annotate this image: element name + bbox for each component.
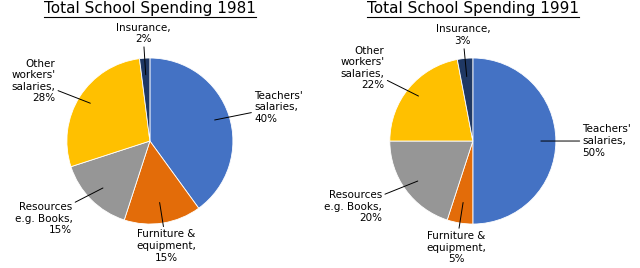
- Wedge shape: [150, 58, 233, 208]
- Wedge shape: [124, 141, 198, 224]
- Text: Resources
e.g. Books,
20%: Resources e.g. Books, 20%: [324, 181, 418, 224]
- Text: Insurance,
2%: Insurance, 2%: [116, 23, 170, 75]
- Wedge shape: [390, 141, 473, 220]
- Text: Insurance,
3%: Insurance, 3%: [436, 24, 490, 77]
- Text: Other
workers'
salaries,
28%: Other workers' salaries, 28%: [11, 59, 90, 103]
- Text: Furniture &
equipment,
15%: Furniture & equipment, 15%: [136, 203, 196, 263]
- Wedge shape: [458, 58, 473, 141]
- Title: Total School Spending 1981: Total School Spending 1981: [44, 1, 256, 16]
- Wedge shape: [71, 141, 150, 220]
- Text: Teachers'
salaries,
40%: Teachers' salaries, 40%: [214, 91, 303, 124]
- Wedge shape: [473, 58, 556, 224]
- Text: Other
workers'
salaries,
22%: Other workers' salaries, 22%: [340, 46, 419, 96]
- Wedge shape: [67, 59, 150, 167]
- Wedge shape: [390, 59, 473, 141]
- Text: Teachers'
salaries,
50%: Teachers' salaries, 50%: [541, 124, 631, 158]
- Text: Furniture &
equipment,
5%: Furniture & equipment, 5%: [426, 203, 486, 264]
- Wedge shape: [140, 58, 150, 141]
- Title: Total School Spending 1991: Total School Spending 1991: [367, 1, 579, 16]
- Wedge shape: [447, 141, 473, 224]
- Text: Resources
e.g. Books,
15%: Resources e.g. Books, 15%: [15, 188, 103, 235]
